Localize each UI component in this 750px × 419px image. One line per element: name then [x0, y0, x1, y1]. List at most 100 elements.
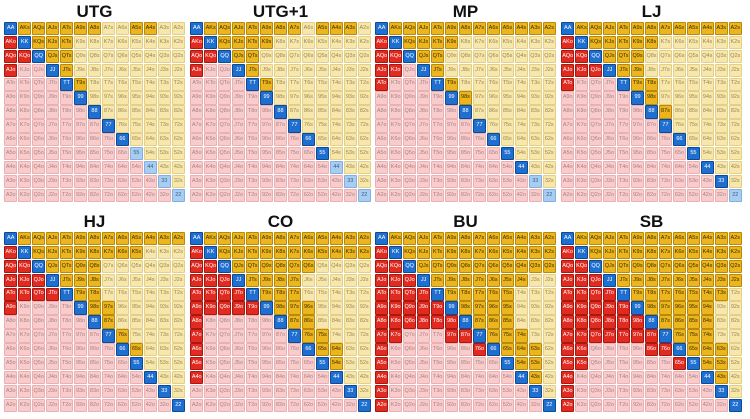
hand-cell-pair: 55 — [500, 356, 515, 371]
hand-cell-suited: AJs — [602, 232, 617, 246]
hand-cell-suited: Q7s — [472, 259, 487, 274]
hand-cell-offsuit: A3o — [561, 174, 575, 189]
hand-cell-offsuit: T7o — [430, 119, 445, 133]
hand-cell-suited: K9s — [259, 245, 274, 260]
hand-cell-offsuit: 72o — [101, 188, 116, 202]
hand-cell-pair: 77 — [287, 329, 302, 343]
hand-cell-offsuit: AKo — [561, 245, 575, 260]
hand-cell-offsuit: Q9o — [217, 91, 232, 105]
hand-cell-offsuit: 86o — [87, 343, 102, 357]
hand-cell-suited: Q6s — [301, 49, 316, 64]
hand-cell-offsuit: A9o — [190, 91, 204, 105]
hand-cell-offsuit: K7o — [203, 119, 218, 133]
hand-cell-suited: 73s — [343, 329, 358, 343]
hand-cell-suited: 63s — [343, 133, 358, 147]
hand-cell-offsuit: A3o — [190, 174, 204, 189]
hand-cell-suited: Q4s — [329, 49, 344, 64]
hand-cell-suited: 65s — [315, 133, 330, 147]
hand-cell-offsuit: 93o — [444, 384, 459, 399]
hand-cell-offsuit: AKo — [190, 35, 204, 50]
hand-cell-suited: J5s — [315, 63, 330, 78]
hand-cell-offsuit: 32o — [714, 188, 729, 202]
hand-cell-offsuit: 93o — [259, 384, 274, 399]
hand-cell-offsuit: 42o — [329, 188, 344, 202]
hand-cell-suited: 82s — [357, 315, 371, 329]
hand-cell-suited: 54s — [700, 356, 715, 371]
hand-cell-offsuit: T7o — [616, 119, 631, 133]
hand-cell-suited: J9s — [630, 63, 645, 78]
hand-cell-suited: T6s — [115, 287, 130, 301]
hand-cell-suited: K7s — [472, 35, 487, 50]
hand-cell-offsuit: 94o — [73, 370, 88, 385]
hand-cell-suited: A8s — [273, 22, 288, 36]
hand-cell-suited: A3s — [343, 232, 358, 246]
hand-cell-suited: K7s — [287, 245, 302, 260]
hand-cell-pair: 66 — [115, 133, 130, 147]
hand-cell-offsuit: 74o — [658, 370, 673, 385]
hand-cell-offsuit: KTo — [388, 287, 403, 301]
hand-cell-suited: 92s — [357, 91, 371, 105]
hand-cell-offsuit: 53o — [315, 384, 330, 399]
hand-cell-offsuit: K4o — [388, 160, 403, 175]
hand-matrix: AA AKs AQs AJs ATs A9s A8s A7s A6s A5s A4s A3s A2s AK… — [190, 22, 371, 202]
hand-cell-suited: 96s — [486, 301, 501, 315]
hand-cell-pair: QQ — [402, 259, 417, 274]
hand-cell-pair: 66 — [486, 133, 501, 147]
hand-cell-offsuit: 87o — [87, 119, 102, 133]
hand-cell-offsuit: 87o — [458, 119, 473, 133]
hand-cell-pair: JJ — [231, 63, 246, 78]
hand-cell-suited: Q6s — [486, 259, 501, 274]
hand-cell-suited: T9s — [444, 287, 459, 301]
hand-cell-offsuit: 43o — [329, 384, 344, 399]
hand-cell-offsuit: J6o — [602, 343, 617, 357]
hand-cell-offsuit: J8o — [45, 105, 60, 119]
hand-cell-offsuit: J4o — [45, 160, 60, 175]
hand-cell-pair: AA — [561, 22, 575, 36]
hand-cell-suited: QJs — [45, 49, 60, 64]
hand-cell-offsuit: KQo — [203, 259, 218, 274]
hand-cell-suited: 43s — [528, 370, 543, 385]
hand-cell-offsuit: A4o — [190, 370, 204, 385]
hand-cell-suited: Q3s — [157, 49, 172, 64]
hand-cell-suited: A2s — [357, 22, 371, 36]
hand-cell-suited: K4s — [514, 35, 529, 50]
hand-cell-offsuit: T7o — [245, 119, 260, 133]
hand-cell-suited: 64s — [329, 133, 344, 147]
hand-cell-offsuit: Q9o — [402, 301, 417, 315]
hand-cell-suited: 94s — [329, 301, 344, 315]
hand-cell-offsuit: A4o — [4, 370, 18, 385]
hand-cell-offsuit: 98o — [259, 315, 274, 329]
hand-cell-suited: K9s — [630, 245, 645, 260]
hand-cell-suited: 84s — [514, 315, 529, 329]
hand-cell-offsuit: Q5o — [217, 356, 232, 371]
hand-cell-offsuit: Q2o — [402, 188, 417, 202]
hand-cell-offsuit: A5o — [561, 146, 575, 161]
hand-cell-pair: AA — [375, 22, 389, 36]
hand-cell-offsuit: Q3o — [402, 174, 417, 189]
hand-cell-offsuit: T5o — [430, 356, 445, 371]
hand-cell-suited: KQs — [217, 35, 232, 50]
hand-cell-suited: Q2s — [171, 259, 185, 274]
hand-cell-offsuit: 98o — [73, 105, 88, 119]
hand-cell-offsuit: 75o — [101, 356, 116, 371]
hand-cell-offsuit: Q9o — [588, 91, 603, 105]
hand-cell-pair: 77 — [101, 119, 116, 133]
hand-cell-offsuit: K5o — [17, 356, 32, 371]
hand-cell-suited: KTs — [430, 35, 445, 50]
hand-cell-suited: Q9s — [444, 49, 459, 64]
hand-cell-suited: J3s — [343, 63, 358, 78]
hand-cell-offsuit: T3o — [616, 174, 631, 189]
hand-cell-suited: 92s — [171, 91, 185, 105]
hand-cell-pair: KK — [17, 245, 32, 260]
hand-cell-pair: AA — [561, 232, 575, 246]
hand-cell-offsuit: T2o — [430, 398, 445, 412]
hand-cell-offsuit: 42o — [329, 398, 344, 412]
hand-cell-suited: K9s — [630, 35, 645, 50]
hand-cell-suited: K6s — [486, 245, 501, 260]
hand-cell-suited: 96s — [301, 91, 316, 105]
hand-cell-suited: 96s — [672, 301, 687, 315]
hand-cell-suited: Q7s — [287, 259, 302, 274]
hand-cell-suited: A4s — [143, 22, 158, 36]
hand-cell-suited: A6s — [672, 232, 687, 246]
hand-cell-suited: K5s — [315, 245, 330, 260]
